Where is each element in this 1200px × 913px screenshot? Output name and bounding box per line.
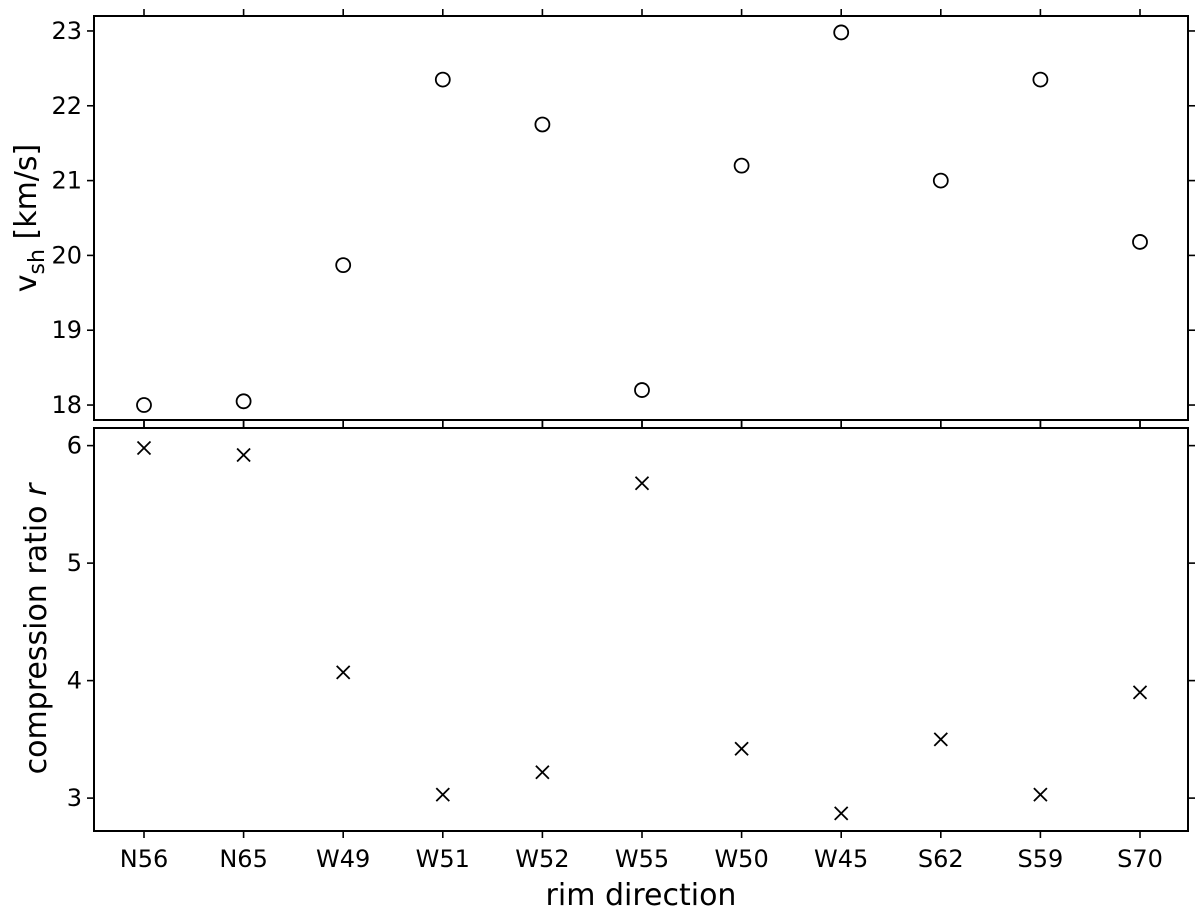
data-point-S62 [933, 732, 948, 747]
data-point-S70 [1132, 234, 1148, 250]
data-point-W45 [834, 806, 849, 821]
y-ticks-bottom: 3 4 5 6 [67, 432, 1195, 812]
data-point-W52 [534, 116, 551, 133]
x-marker-stroke [933, 732, 948, 747]
x-marker-stroke [634, 476, 650, 491]
x-tick-label: W45 [814, 845, 868, 873]
data-point-N65 [236, 447, 251, 463]
data-point-S70 [1132, 685, 1148, 700]
data-point-W51 [434, 71, 451, 88]
y-tick-label-bottom: 6 [67, 432, 82, 460]
x-axis-label: rim direction [546, 878, 737, 913]
y-tick-label-top: 23 [51, 17, 82, 45]
plot-frame-bottom [93, 427, 1189, 832]
x-tick-label: S62 [918, 845, 964, 873]
x-tick-label: W49 [316, 845, 370, 873]
data-point-N65 [235, 393, 252, 410]
x-ticks-bottom: N56 N65 W49 W51 W52 W55 W50 W45 S62 S59 S70 [120, 421, 1163, 873]
x-tick-label: N65 [219, 845, 268, 873]
data-point-W55 [634, 382, 650, 398]
plot-frame-top [93, 15, 1189, 421]
y-tick-label-bottom: 3 [67, 784, 82, 812]
y-tick-label-bottom: 4 [67, 667, 82, 695]
x-tick-label: S70 [1117, 845, 1163, 873]
panel-shock-velocity: 18 19 20 21 22 23 vsh [km/s] [9, 9, 1195, 427]
x-marker-stroke [1033, 787, 1048, 802]
data-point-S62 [932, 172, 949, 189]
x-marker-stroke [734, 741, 749, 756]
x-marker-stroke [1132, 685, 1148, 700]
x-tick-label: W50 [714, 845, 768, 873]
y-axis-label-bottom: compression ratio r [19, 482, 54, 774]
y-tick-label-top: 19 [51, 316, 82, 344]
x-marker-stroke [336, 665, 351, 680]
data-point-W50 [733, 157, 750, 174]
y-tick-label-top: 21 [51, 167, 82, 195]
data-points-top [136, 24, 1148, 413]
x-tick-label: W51 [416, 845, 470, 873]
data-point-W55 [634, 476, 650, 491]
x-tick-label: S59 [1018, 845, 1064, 873]
y-tick-label-top: 20 [51, 241, 82, 269]
x-tick-label: W52 [515, 845, 569, 873]
data-points-bottom [136, 440, 1148, 821]
y-tick-label-top: 22 [51, 92, 82, 120]
y-tick-label-bottom: 5 [67, 549, 82, 577]
data-point-N56 [136, 397, 152, 413]
x-marker-stroke [834, 806, 849, 821]
data-point-W51 [435, 787, 450, 802]
data-point-N56 [136, 440, 152, 456]
y-axis-label-top: vsh [km/s] [9, 144, 50, 292]
x-marker-stroke [535, 765, 550, 780]
y-ticks-top: 18 19 20 21 22 23 [51, 17, 1195, 419]
x-ticks-top [143, 9, 1141, 427]
x-marker-stroke [435, 787, 450, 802]
x-tick-label: N56 [120, 845, 169, 873]
data-point-S59 [1033, 787, 1048, 802]
data-point-W50 [734, 741, 749, 756]
panel-compression-ratio: 3 4 5 6 N56 N65 W49 W51 W52 W55 W50 W45 S62 S59 S70 c… [19, 421, 1195, 913]
data-point-W49 [335, 257, 352, 274]
data-point-W49 [336, 665, 351, 680]
y-tick-label-top: 18 [51, 391, 82, 419]
data-point-W45 [833, 24, 850, 41]
data-point-S59 [1032, 71, 1049, 88]
x-marker-stroke [236, 447, 251, 463]
data-point-W52 [535, 765, 550, 780]
x-tick-label: W55 [615, 845, 669, 873]
x-marker-stroke [136, 440, 152, 456]
